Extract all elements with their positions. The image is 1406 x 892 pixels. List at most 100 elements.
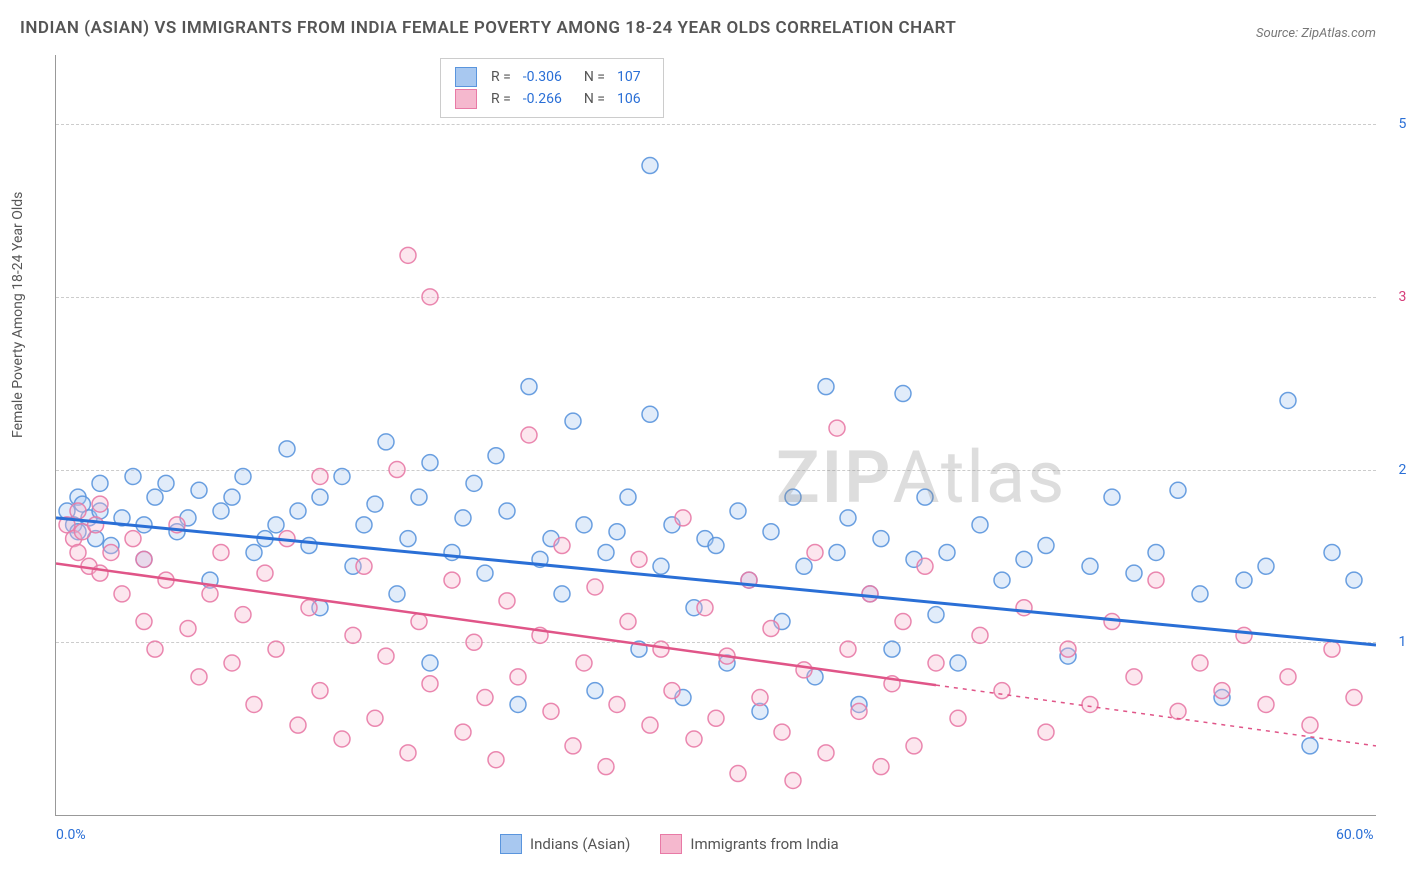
data-point [422, 676, 438, 692]
data-point [653, 641, 669, 657]
data-point [796, 662, 812, 678]
data-point [301, 538, 317, 554]
data-point [1236, 627, 1252, 643]
data-point [312, 468, 328, 484]
data-point [697, 600, 713, 616]
data-point [477, 690, 493, 706]
data-point [1324, 544, 1340, 560]
data-point [224, 655, 240, 671]
data-point [763, 524, 779, 540]
data-point [1148, 544, 1164, 560]
data-point [455, 510, 471, 526]
chart-svg [56, 55, 1376, 815]
data-point [895, 614, 911, 630]
data-point [1302, 738, 1318, 754]
data-point [620, 614, 636, 630]
data-point [818, 745, 834, 761]
x-tick-label: 0.0% [56, 827, 86, 843]
data-point [378, 434, 394, 450]
n-label: N = [584, 69, 605, 85]
data-point [312, 683, 328, 699]
data-point [785, 772, 801, 788]
data-point [466, 475, 482, 491]
data-point [917, 558, 933, 574]
data-point [334, 731, 350, 747]
legend-item: Indians (Asian) [500, 834, 630, 854]
data-point [235, 607, 251, 623]
data-point [70, 503, 86, 519]
data-point [873, 759, 889, 775]
data-point [334, 468, 350, 484]
data-point [708, 710, 724, 726]
y-tick-label: 25.0% [1381, 462, 1406, 478]
data-point [345, 627, 361, 643]
data-point [642, 158, 658, 174]
data-point [752, 690, 768, 706]
data-point [521, 427, 537, 443]
data-point [114, 586, 130, 602]
data-point [1214, 683, 1230, 699]
n-label: N = [584, 91, 605, 107]
data-point [895, 386, 911, 402]
data-point [1016, 600, 1032, 616]
data-point [1302, 717, 1318, 733]
n-value: 106 [617, 91, 641, 107]
data-point [180, 620, 196, 636]
data-point [290, 503, 306, 519]
data-point [191, 669, 207, 685]
data-point [950, 655, 966, 671]
data-point [1016, 551, 1032, 567]
chart-title: INDIAN (ASIAN) VS IMMIGRANTS FROM INDIA … [20, 18, 956, 38]
data-point [191, 482, 207, 498]
data-point [268, 517, 284, 533]
data-point [1346, 572, 1362, 588]
data-point [1126, 669, 1142, 685]
data-point [1082, 558, 1098, 574]
data-point [1038, 724, 1054, 740]
data-point [257, 565, 273, 581]
data-point [92, 475, 108, 491]
data-point [224, 489, 240, 505]
r-label: R = [491, 91, 511, 107]
data-point [774, 724, 790, 740]
data-point [598, 544, 614, 560]
data-point [488, 448, 504, 464]
data-point [1060, 641, 1076, 657]
data-point [510, 696, 526, 712]
data-point [213, 503, 229, 519]
data-point [730, 766, 746, 782]
data-point [598, 759, 614, 775]
data-point [400, 531, 416, 547]
data-point [972, 627, 988, 643]
data-point [147, 489, 163, 505]
stats-row: R =-0.306N =107 [455, 67, 649, 87]
data-point [576, 655, 592, 671]
data-point [202, 586, 218, 602]
data-point [851, 703, 867, 719]
data-point [939, 544, 955, 560]
data-point [928, 655, 944, 671]
data-point [609, 696, 625, 712]
legend-swatch [660, 834, 682, 854]
data-point [246, 544, 262, 560]
y-tick-label: 12.5% [1381, 634, 1406, 650]
data-point [873, 531, 889, 547]
data-point [400, 745, 416, 761]
data-point [928, 607, 944, 623]
data-point [92, 496, 108, 512]
data-point [917, 489, 933, 505]
data-point [587, 683, 603, 699]
legend-label: Indians (Asian) [530, 835, 630, 853]
data-point [279, 441, 295, 457]
data-point [477, 565, 493, 581]
data-point [950, 710, 966, 726]
r-value: -0.266 [523, 91, 562, 107]
data-point [389, 462, 405, 478]
source-attribution: Source: ZipAtlas.com [1256, 26, 1376, 41]
data-point [554, 586, 570, 602]
data-point [1280, 392, 1296, 408]
data-point [488, 752, 504, 768]
data-point [499, 503, 515, 519]
data-point [994, 683, 1010, 699]
data-point [1324, 641, 1340, 657]
